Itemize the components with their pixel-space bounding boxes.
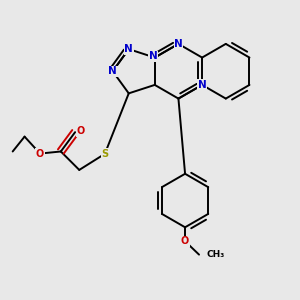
Text: N: N [149,51,158,61]
Text: CH₃: CH₃ [206,250,225,259]
Text: S: S [101,149,108,159]
Text: N: N [198,80,206,90]
Text: O: O [77,126,85,136]
Text: O: O [36,148,44,159]
Text: N: N [124,44,133,54]
Text: O: O [181,236,189,246]
Text: N: N [108,66,117,76]
Text: N: N [174,39,183,49]
